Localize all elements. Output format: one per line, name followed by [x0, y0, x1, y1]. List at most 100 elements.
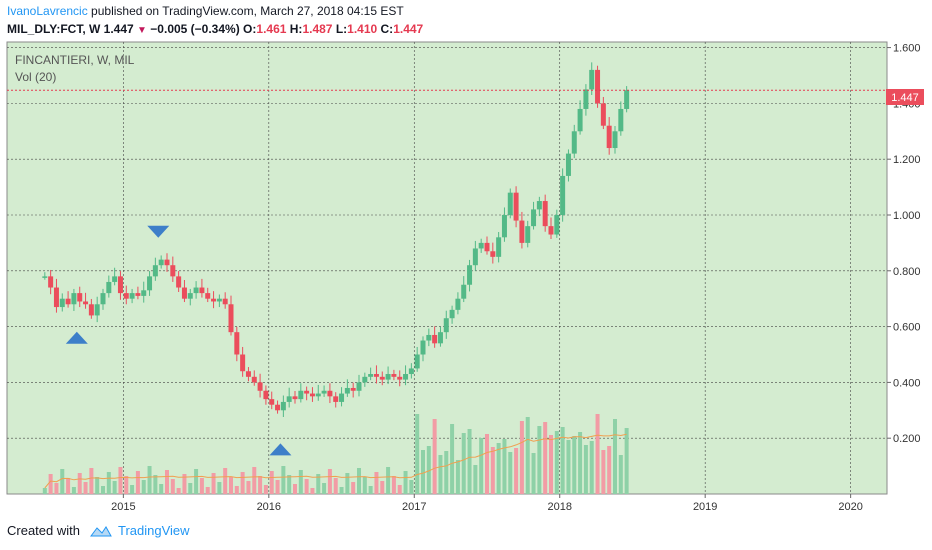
candle-body	[624, 90, 630, 109]
low-value: 1.410	[347, 22, 378, 36]
candle-body	[350, 387, 356, 391]
candle-body	[228, 304, 234, 333]
candle-body	[455, 298, 461, 310]
volume-bar	[554, 431, 559, 494]
volume-bar	[199, 478, 204, 494]
tradingview-link[interactable]: TradingView	[117, 523, 190, 538]
candle-body	[595, 69, 601, 104]
volume-bar	[397, 485, 402, 494]
candle-body	[205, 293, 211, 299]
candle-body	[53, 287, 59, 308]
chart-container[interactable]: 0.2000.4000.6000.8001.0001.2001.4001.600…	[5, 40, 929, 514]
volume-bar	[159, 484, 164, 494]
candle-body	[117, 276, 123, 294]
candle-body	[94, 304, 100, 316]
volume-bar	[182, 474, 187, 494]
candle-body	[71, 293, 77, 305]
candle-body	[385, 374, 391, 380]
candle-body	[478, 242, 484, 249]
volume-bar	[479, 438, 484, 494]
x-tick-label: 2016	[257, 501, 281, 513]
volume-bar	[217, 482, 222, 494]
candle-body	[112, 276, 118, 282]
candle-body	[519, 220, 525, 243]
volume-bar	[60, 469, 65, 494]
candles	[42, 62, 630, 417]
volume-bar	[153, 475, 158, 494]
volume-bar	[473, 465, 478, 494]
candle-body	[496, 237, 502, 257]
volume-bar	[467, 429, 472, 494]
candle-body	[135, 293, 141, 296]
volume-bar	[48, 474, 53, 494]
candle-body	[600, 103, 606, 126]
candle-body	[403, 374, 409, 380]
candle-body	[606, 125, 612, 149]
volume-bar	[607, 446, 612, 494]
volume-bar	[118, 467, 123, 494]
candle-body	[542, 201, 548, 227]
volume-bar	[141, 480, 146, 494]
candle-body	[612, 131, 618, 149]
grid	[7, 42, 887, 494]
candle-body	[309, 393, 315, 397]
volume-bar	[130, 485, 135, 494]
volume-bar	[351, 482, 356, 494]
y-tick-label: 0.200	[893, 433, 921, 445]
candle-body	[362, 376, 368, 383]
candle-body	[298, 390, 304, 400]
candle-body	[181, 287, 187, 299]
candle-body	[571, 131, 577, 154]
volume-bar	[240, 472, 245, 494]
volume-bar	[560, 427, 565, 494]
close-label: C:	[380, 22, 394, 36]
legend-vol: Vol (20)	[15, 70, 56, 84]
candle-body	[420, 340, 426, 355]
volume-bar	[345, 473, 350, 494]
candle-body	[333, 396, 339, 402]
candle-body	[42, 276, 48, 278]
candle-body	[426, 334, 432, 341]
candle-body	[437, 332, 443, 344]
volume-bar	[438, 455, 443, 494]
candle-body	[397, 376, 403, 380]
candle-body	[525, 226, 531, 243]
footer: Created with TradingView	[7, 523, 190, 538]
candle-body	[59, 298, 65, 308]
candle-body	[484, 242, 490, 252]
volume-bar	[287, 475, 292, 494]
marker-up-triangle	[65, 331, 88, 344]
candle-body	[356, 382, 362, 391]
volume-bar	[170, 479, 175, 494]
volume-bar	[485, 434, 489, 494]
volume-bar	[519, 421, 524, 494]
volume-bar	[432, 419, 437, 494]
volume-bar	[165, 470, 169, 494]
volume-bar	[112, 481, 117, 494]
last-price-badge	[886, 89, 924, 105]
symbol-name: MIL_DLY:FCT, W	[7, 22, 101, 36]
volume-bar	[368, 486, 373, 494]
volume-bar	[624, 428, 629, 494]
volume-bar	[147, 466, 152, 494]
markers	[65, 225, 292, 456]
volume-bar	[583, 445, 588, 494]
candle-body	[507, 192, 513, 215]
candle-body	[199, 287, 205, 294]
candle-body	[373, 374, 379, 377]
last-price: 1.447	[103, 22, 134, 36]
x-tick-label: 2017	[402, 501, 426, 513]
y-tick-label: 1.600	[893, 43, 921, 55]
candle-body	[129, 293, 135, 299]
candle-body	[443, 318, 449, 333]
y-tick-label: 0.600	[893, 322, 921, 334]
candle-body	[554, 214, 560, 235]
price-chart[interactable]: 0.2000.4000.6000.8001.0001.2001.4001.600…	[5, 40, 929, 514]
candle-body	[286, 396, 292, 402]
author-link[interactable]: IvanoLavrencic	[7, 4, 88, 18]
volume-bar	[531, 453, 536, 494]
volume-bar	[333, 478, 338, 494]
candle-body	[275, 404, 281, 411]
candle-body	[193, 287, 199, 294]
volume-bar	[211, 473, 216, 494]
